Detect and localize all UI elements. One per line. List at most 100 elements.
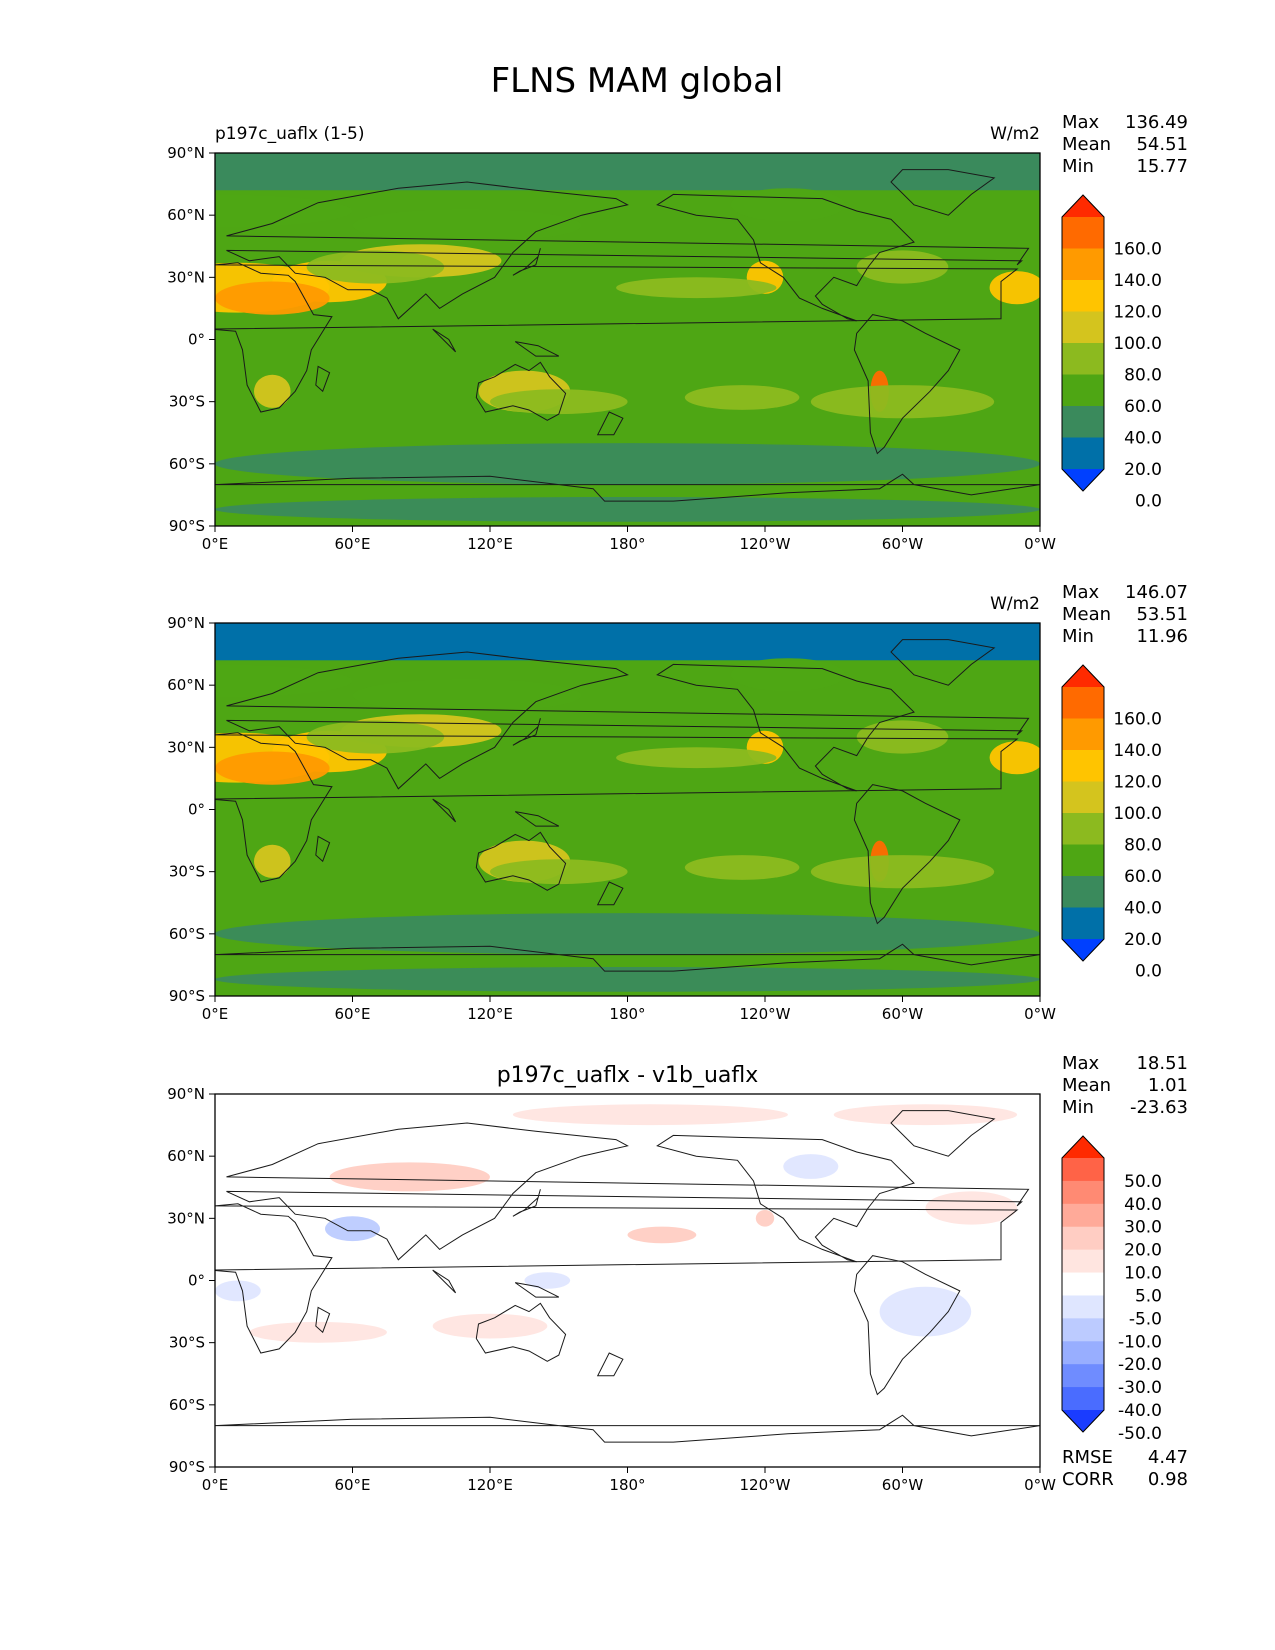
colorbar-label: 20.0 (1124, 930, 1162, 950)
map-panel-3: 0°E 60°E 120°E 180° 120°W 60°W 0°W 90°N 60°N 30°N… (167, 1053, 1188, 1494)
colorbar-label: 80.0 (1124, 366, 1162, 386)
coastline-9 (512, 248, 541, 276)
figure-title: FLNS MAM global (491, 61, 784, 101)
coastline-6 (215, 943, 1040, 972)
coastline-11 (514, 1282, 560, 1298)
colorbar-segment (1062, 1295, 1104, 1319)
colorbar-label: -40.0 (1118, 1401, 1162, 1421)
map-axes: 0°E 60°E 120°E 180° 120°W 60°W 0°W 90°N 60°N 30°N… (167, 1085, 1056, 1494)
coastline-7 (315, 1306, 331, 1334)
stat-value: 146.07 (1125, 582, 1188, 603)
colorbar-label: 20.0 (1124, 460, 1162, 480)
x-tick-label: 0°E (202, 535, 229, 553)
coastline-10 (432, 1269, 457, 1294)
map-field (215, 153, 1040, 526)
x-tick-label: 0°W (1024, 1005, 1056, 1023)
colorbar-label: 40.0 (1124, 1195, 1162, 1215)
colorbar-extend-min (1062, 939, 1104, 961)
field-contour-12 (616, 277, 777, 299)
y-tick-label: 30°S (169, 393, 205, 411)
x-tick-label: 60°W (882, 1476, 924, 1494)
colorbar-segment (1062, 1272, 1104, 1296)
colorbar-segment (1062, 280, 1104, 312)
y-tick-label: 30°N (167, 738, 205, 756)
x-tick-label: 0°E (202, 1005, 229, 1023)
colorbar-extend-max (1062, 665, 1104, 687)
coastline-11 (514, 341, 560, 357)
stat-value: 15.77 (1136, 156, 1188, 177)
colorbar-segment (1062, 1364, 1104, 1388)
x-tick-label: 180° (609, 1005, 645, 1023)
y-tick-label: 0° (188, 801, 205, 819)
arctic-band (215, 153, 1040, 191)
field-contour-1 (627, 1226, 697, 1244)
colorbar-label: 100.0 (1113, 334, 1162, 354)
colorbar-segment (1062, 374, 1104, 407)
colorbar-segment (1062, 1180, 1104, 1205)
coastline-1 (215, 732, 1019, 883)
x-tick-label: 120°E (467, 535, 513, 553)
coastline-4 (475, 361, 567, 421)
field-contour-18 (215, 913, 1040, 955)
x-tick-label: 60°E (334, 1476, 370, 1494)
field-contour-12 (215, 1280, 261, 1302)
colorbar-segment (1062, 311, 1104, 344)
colorbar-segment (1062, 1318, 1104, 1342)
stat-value: 136.49 (1125, 112, 1188, 133)
y-tick-label: 90°S (169, 987, 205, 1005)
field-contour-6 (432, 1313, 548, 1339)
coastline-10 (432, 328, 457, 353)
colorbar-label: 10.0 (1124, 1264, 1162, 1284)
y-tick-label: 30°S (169, 863, 205, 881)
colorbar-segment (1062, 718, 1104, 751)
colorbar-label: 40.0 (1124, 899, 1162, 919)
field-contour-8 (253, 374, 291, 408)
panel-stats: Max 18.51 Mean 1.01 Min -23.63 (1062, 1053, 1188, 1118)
colorbar-label: 80.0 (1124, 836, 1162, 856)
field-contour-11 (684, 855, 800, 880)
coastline-9 (512, 1189, 541, 1217)
colorbar-label: -20.0 (1118, 1355, 1162, 1375)
stat-label: Min (1062, 156, 1094, 177)
x-tick-label: 0°W (1024, 535, 1056, 553)
colorbar-label: 50.0 (1124, 1172, 1162, 1192)
coastline-1 (215, 1203, 1019, 1354)
colorbar-extend-max (1062, 1136, 1104, 1158)
colorbar-extend-min (1062, 469, 1104, 491)
field-contour-2 (215, 751, 330, 785)
field-contour-13 (856, 250, 949, 284)
stat-value: -23.63 (1130, 1097, 1188, 1118)
colorbar-outline (1061, 194, 1105, 492)
stat-value: 18.51 (1136, 1053, 1188, 1074)
colorbar-segment (1062, 217, 1104, 249)
arctic-band (215, 623, 1040, 661)
colorbar-label: 60.0 (1124, 867, 1162, 887)
y-tick-label: 60°S (169, 925, 205, 943)
y-tick-label: 60°S (169, 455, 205, 473)
stat-value: 1.01 (1148, 1075, 1188, 1096)
colorbar: 160.0 140.0 120.0 100.0 80.0 60.0 40.0 20.0 0.0 (1061, 664, 1162, 982)
colorbar-label: 40.0 (1124, 429, 1162, 449)
stat-label: Mean (1062, 134, 1111, 155)
field-contour-7 (989, 271, 1040, 305)
field-contour-8 (253, 844, 291, 878)
coastline-3 (853, 314, 961, 455)
field-contour-9 (810, 855, 995, 889)
field-contour-16 (730, 658, 846, 692)
field-contour-10 (490, 859, 628, 885)
coastline-5 (890, 1110, 996, 1157)
coastline-11 (514, 811, 560, 827)
x-tick-label: 0°E (202, 1476, 229, 1494)
y-tick-label: 60°S (169, 1396, 205, 1414)
colorbar: 160.0 140.0 120.0 100.0 80.0 60.0 40.0 20.0 0.0 (1061, 194, 1162, 512)
colorbar-label: 20.0 (1124, 1241, 1162, 1261)
x-tick-label: 0°W (1024, 1476, 1056, 1494)
stat-label: Max (1062, 112, 1100, 133)
colorbar-segment (1062, 813, 1104, 845)
colorbar-segment (1062, 406, 1104, 438)
colorbar-label: 120.0 (1113, 773, 1162, 793)
colorbar-segment (1062, 750, 1104, 782)
y-tick-label: 60°N (167, 1147, 205, 1165)
